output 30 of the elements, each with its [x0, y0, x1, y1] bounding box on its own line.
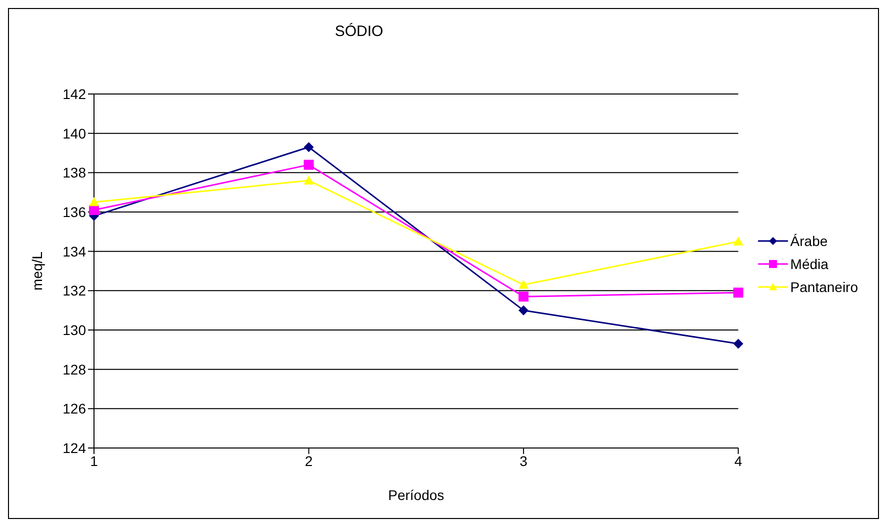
point	[518, 305, 529, 316]
y-tick-label: 140	[62, 125, 86, 142]
legend-label: Árabe	[790, 232, 828, 248]
point	[304, 176, 314, 185]
point	[304, 160, 314, 170]
y-tick-label: 134	[62, 243, 86, 260]
x-tick-label: 4	[734, 452, 742, 469]
y-tick-label: 124	[62, 440, 86, 456]
x-tick-label: 3	[520, 452, 528, 469]
point	[733, 338, 744, 349]
y-tick-label: 138	[62, 164, 86, 181]
chart-title: SÓDIO	[334, 23, 384, 40]
x-tick-label: 2	[304, 452, 313, 469]
y-tick-label: 132	[62, 282, 86, 299]
point	[304, 142, 314, 152]
point	[733, 236, 744, 246]
y-tick-label: 142	[62, 86, 86, 102]
point	[518, 292, 529, 302]
point	[733, 288, 744, 298]
legend-label: Pantaneiro	[790, 278, 858, 294]
x-axis-title: Períodos	[388, 487, 444, 503]
x-tick-label: 1	[90, 452, 98, 469]
y-tick-label: 136	[62, 204, 86, 220]
point	[518, 280, 529, 289]
y-tick-label: 128	[62, 361, 86, 378]
legend-label: Média	[790, 256, 828, 272]
y-tick-label: 130	[62, 322, 86, 338]
y-axis-title: meq/L	[28, 251, 45, 290]
point	[89, 197, 99, 206]
y-tick-label: 126	[62, 400, 86, 417]
